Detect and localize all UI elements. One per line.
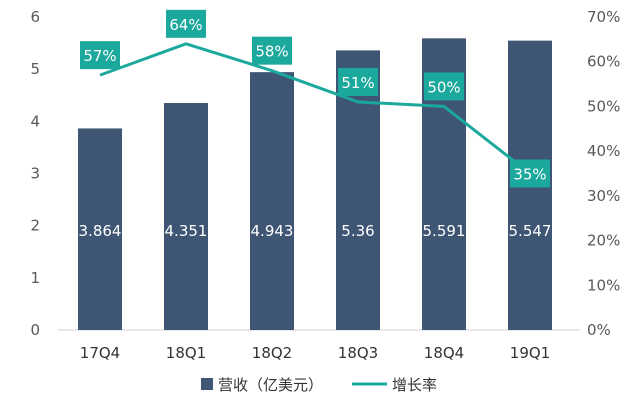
category-label: 18Q2 [252,344,292,362]
bar-value-label: 4.351 [165,222,208,240]
right-tick-label: 30% [587,187,620,205]
bar [250,72,294,330]
line-value-label: 50% [427,78,460,96]
right-tick-label: 60% [587,53,620,71]
legend-bar-label: 营收（亿美元） [218,376,323,394]
bar-value-label: 5.547 [509,222,552,240]
left-tick-label: 3 [30,165,40,183]
right-tick-label: 0% [587,321,611,339]
right-tick-label: 50% [587,97,620,115]
category-label: 18Q3 [338,344,378,362]
category-label: 19Q1 [510,344,550,362]
line-label-box [510,159,550,188]
line-label-box [424,72,464,101]
left-tick-label: 6 [30,8,40,26]
line-value-label: 58% [255,43,288,61]
right-tick-label: 10% [587,276,620,294]
bar-value-label: 4.943 [251,222,294,240]
category-label: 17Q4 [80,344,120,362]
line-data-labels: 57% 64% 58% 51% 50% 35% [80,9,550,188]
bar-series [78,38,552,331]
line-label-box [252,36,292,65]
line-label-box [80,41,120,70]
category-axis-labels: 17Q4 18Q1 18Q2 18Q3 18Q4 19Q1 [80,344,550,362]
left-axis-ticks: 0 1 2 3 4 5 6 [30,8,40,339]
left-tick-label: 4 [30,112,40,130]
legend-bar-swatch [201,378,213,390]
left-tick-label: 5 [30,60,40,78]
left-tick-label: 0 [30,321,40,339]
bar-value-label: 3.864 [79,222,122,240]
bar-data-labels: 3.864 4.351 4.943 5.36 5.591 5.547 [79,222,552,240]
line-value-label: 57% [83,47,116,65]
legend-line-label: 增长率 [392,376,437,394]
right-axis-ticks: 0% 10% 20% 30% 40% 50% 60% 70% [587,8,620,339]
line-value-label: 51% [341,74,374,92]
right-tick-label: 40% [587,142,620,160]
growth-line [99,42,531,175]
line-value-label: 64% [169,16,202,34]
category-label: 18Q4 [424,344,464,362]
line-series [99,42,531,175]
line-label-box [166,9,206,38]
category-label: 18Q1 [166,344,206,362]
bar [164,103,208,331]
line-label-box [338,67,378,96]
bar [78,128,122,330]
right-tick-label: 70% [587,8,620,26]
legend: 营收（亿美元） 增长率 [201,376,437,394]
bar-value-label: 5.591 [423,222,466,240]
line-value-label: 35% [513,166,546,184]
right-tick-label: 20% [587,232,620,250]
bar-value-label: 5.36 [341,222,374,240]
left-tick-label: 2 [30,217,40,235]
left-tick-label: 1 [30,269,40,287]
